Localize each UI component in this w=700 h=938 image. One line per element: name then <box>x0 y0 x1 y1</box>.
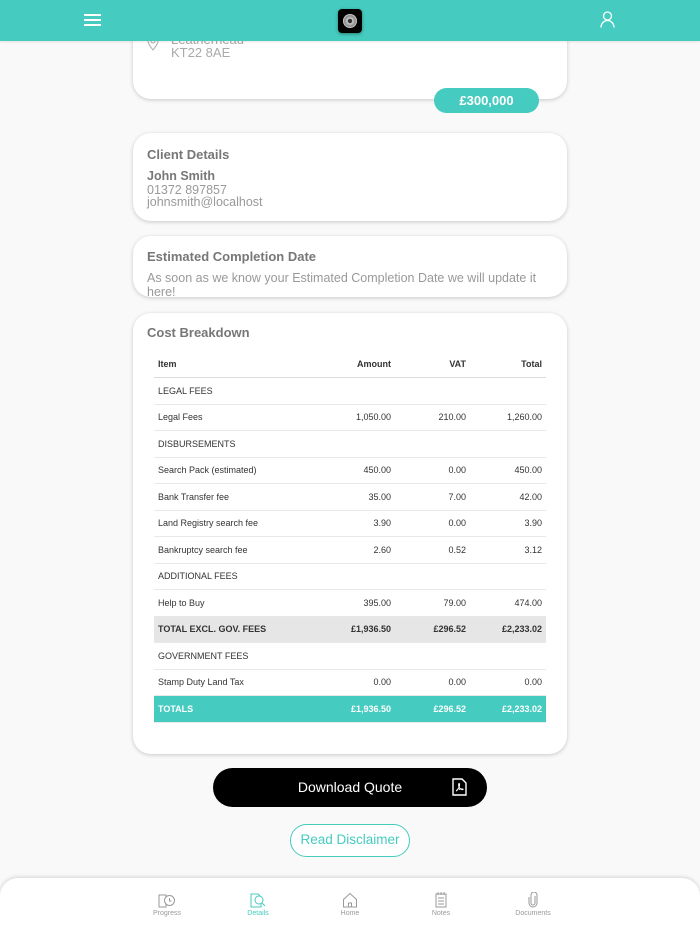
completion-card: Estimated Completion Date As soon as we … <box>133 236 567 299</box>
table-row: Search Pack (estimated) 450.00 0.00 450.00 <box>154 457 546 484</box>
paperclip-icon <box>528 892 538 908</box>
amount-cell: £1,936.50 <box>324 695 395 723</box>
col-amount: Amount <box>324 351 395 378</box>
item-cell: Stamp Duty Land Tax <box>154 669 324 696</box>
nav-details-label: Details <box>247 910 269 917</box>
progress-icon <box>158 894 175 908</box>
amount-cell: 0.00 <box>324 669 395 696</box>
section-label: DISBURSEMENTS <box>154 430 546 458</box>
table-row: Bankruptcy search fee 2.60 0.52 3.12 <box>154 536 546 564</box>
address-postcode: KT22 8AE <box>171 45 231 60</box>
vat-cell: 7.00 <box>395 483 470 511</box>
total-cell: 474.00 <box>470 589 546 617</box>
completion-title: Estimated Completion Date <box>147 249 317 264</box>
client-email: johnsmith@localhost <box>147 195 263 209</box>
nav-documents-label: Documents <box>515 910 551 917</box>
client-name: John Smith <box>147 169 216 183</box>
item-cell: Help to Buy <box>154 589 324 617</box>
vat-cell: 0.00 <box>395 510 470 537</box>
price-badge: £300,000 <box>434 88 539 113</box>
nav-home[interactable]: Home <box>320 878 380 928</box>
details-icon <box>250 893 266 908</box>
section-row: DISBURSEMENTS <box>154 430 546 458</box>
vat-cell: £296.52 <box>395 616 470 643</box>
vat-cell: 0.00 <box>395 669 470 696</box>
col-item: Item <box>154 351 324 378</box>
total-row: TOTAL EXCL. GOV. FEES £1,936.50 £296.52 £2,… <box>154 616 546 643</box>
client-details-card: Client Details John Smith 01372 897857 j… <box>133 133 567 221</box>
item-cell: Land Registry search fee <box>154 510 324 537</box>
table-row: Bank Transfer fee 35.00 7.00 42.00 <box>154 483 546 511</box>
pdf-file-icon <box>452 778 467 796</box>
amount-cell: £1,936.50 <box>324 616 395 643</box>
amount-cell: 2.60 <box>324 536 395 564</box>
nav-notes[interactable]: Notes <box>411 878 471 928</box>
item-cell: Bankruptcy search fee <box>154 536 324 564</box>
nav-progress[interactable]: Progress <box>137 878 197 928</box>
total-cell: 0.00 <box>470 669 546 696</box>
total-cell: £2,233.02 <box>470 616 546 643</box>
section-label: GOVERNMENT FEES <box>154 642 546 670</box>
download-quote-label: Download Quote <box>297 779 403 795</box>
cost-breakdown-title: Cost Breakdown <box>147 325 250 340</box>
col-total: Total <box>470 351 546 378</box>
vat-cell: 79.00 <box>395 589 470 617</box>
amount-cell: 3.90 <box>324 510 395 537</box>
table-row: Legal Fees 1,050.00 210.00 1,260.00 <box>154 404 546 431</box>
download-quote-button[interactable]: Download Quote <box>213 768 487 807</box>
notes-icon <box>435 892 447 908</box>
item-cell: TOTALS <box>154 695 324 723</box>
amount-cell: 395.00 <box>324 589 395 617</box>
completion-text: As soon as we know your Estimated Comple… <box>147 271 537 299</box>
total-cell: 42.00 <box>470 483 546 511</box>
nav-details[interactable]: Details <box>228 878 288 928</box>
section-row: LEGAL FEES <box>154 377 546 405</box>
table-row: Stamp Duty Land Tax 0.00 0.00 0.00 <box>154 669 546 696</box>
total-cell: 1,260.00 <box>470 404 546 431</box>
section-row: ADDITIONAL FEES <box>154 563 546 590</box>
section-row: GOVERNMENT FEES <box>154 642 546 670</box>
nav-progress-label: Progress <box>152 910 181 917</box>
hamburger-icon[interactable] <box>84 14 101 26</box>
total-cell: £2,233.02 <box>470 695 546 723</box>
nav-home-label: Home <box>340 910 360 917</box>
amount-cell: 450.00 <box>324 457 395 484</box>
nav-notes-label: Notes <box>431 910 451 917</box>
item-cell: Search Pack (estimated) <box>154 457 324 484</box>
home-icon <box>343 892 357 908</box>
client-phone: 01372 897857 <box>147 183 227 197</box>
vat-cell: £296.52 <box>395 695 470 723</box>
app-header <box>0 0 700 41</box>
item-cell: TOTAL EXCL. GOV. FEES <box>154 616 324 643</box>
section-label: LEGAL FEES <box>154 377 546 405</box>
vat-cell: 0.52 <box>395 536 470 564</box>
amount-cell: 35.00 <box>324 483 395 511</box>
bottom-nav: Progress Details Home Notes Documents <box>0 878 700 938</box>
total-cell: 450.00 <box>470 457 546 484</box>
client-details-title: Client Details <box>147 147 230 162</box>
table-row: Land Registry search fee 3.90 0.00 3.90 <box>154 510 546 537</box>
cost-table: Item Amount VAT Total LEGAL FEES Legal Fe… <box>154 351 546 723</box>
total-cell: 3.90 <box>470 510 546 537</box>
amount-cell: 1,050.00 <box>324 404 395 431</box>
section-label: ADDITIONAL FEES <box>154 563 546 590</box>
total-cell: 3.12 <box>470 536 546 564</box>
table-header: Item Amount VAT Total <box>154 351 546 378</box>
table-row: Help to Buy 395.00 79.00 474.00 <box>154 589 546 617</box>
user-icon[interactable] <box>600 11 615 28</box>
app-logo <box>338 9 362 33</box>
vat-cell: 210.00 <box>395 404 470 431</box>
item-cell: Legal Fees <box>154 404 324 431</box>
read-disclaimer-button[interactable]: Read Disclaimer <box>290 824 410 857</box>
total-row: TOTALS £1,936.50 £296.52 £2,233.02 <box>154 695 546 723</box>
nav-documents[interactable]: Documents <box>503 878 563 928</box>
vat-cell: 0.00 <box>395 457 470 484</box>
item-cell: Bank Transfer fee <box>154 483 324 511</box>
col-vat: VAT <box>395 351 470 378</box>
cost-breakdown-card: Cost Breakdown Item Amount VAT Total LEG… <box>133 313 567 754</box>
